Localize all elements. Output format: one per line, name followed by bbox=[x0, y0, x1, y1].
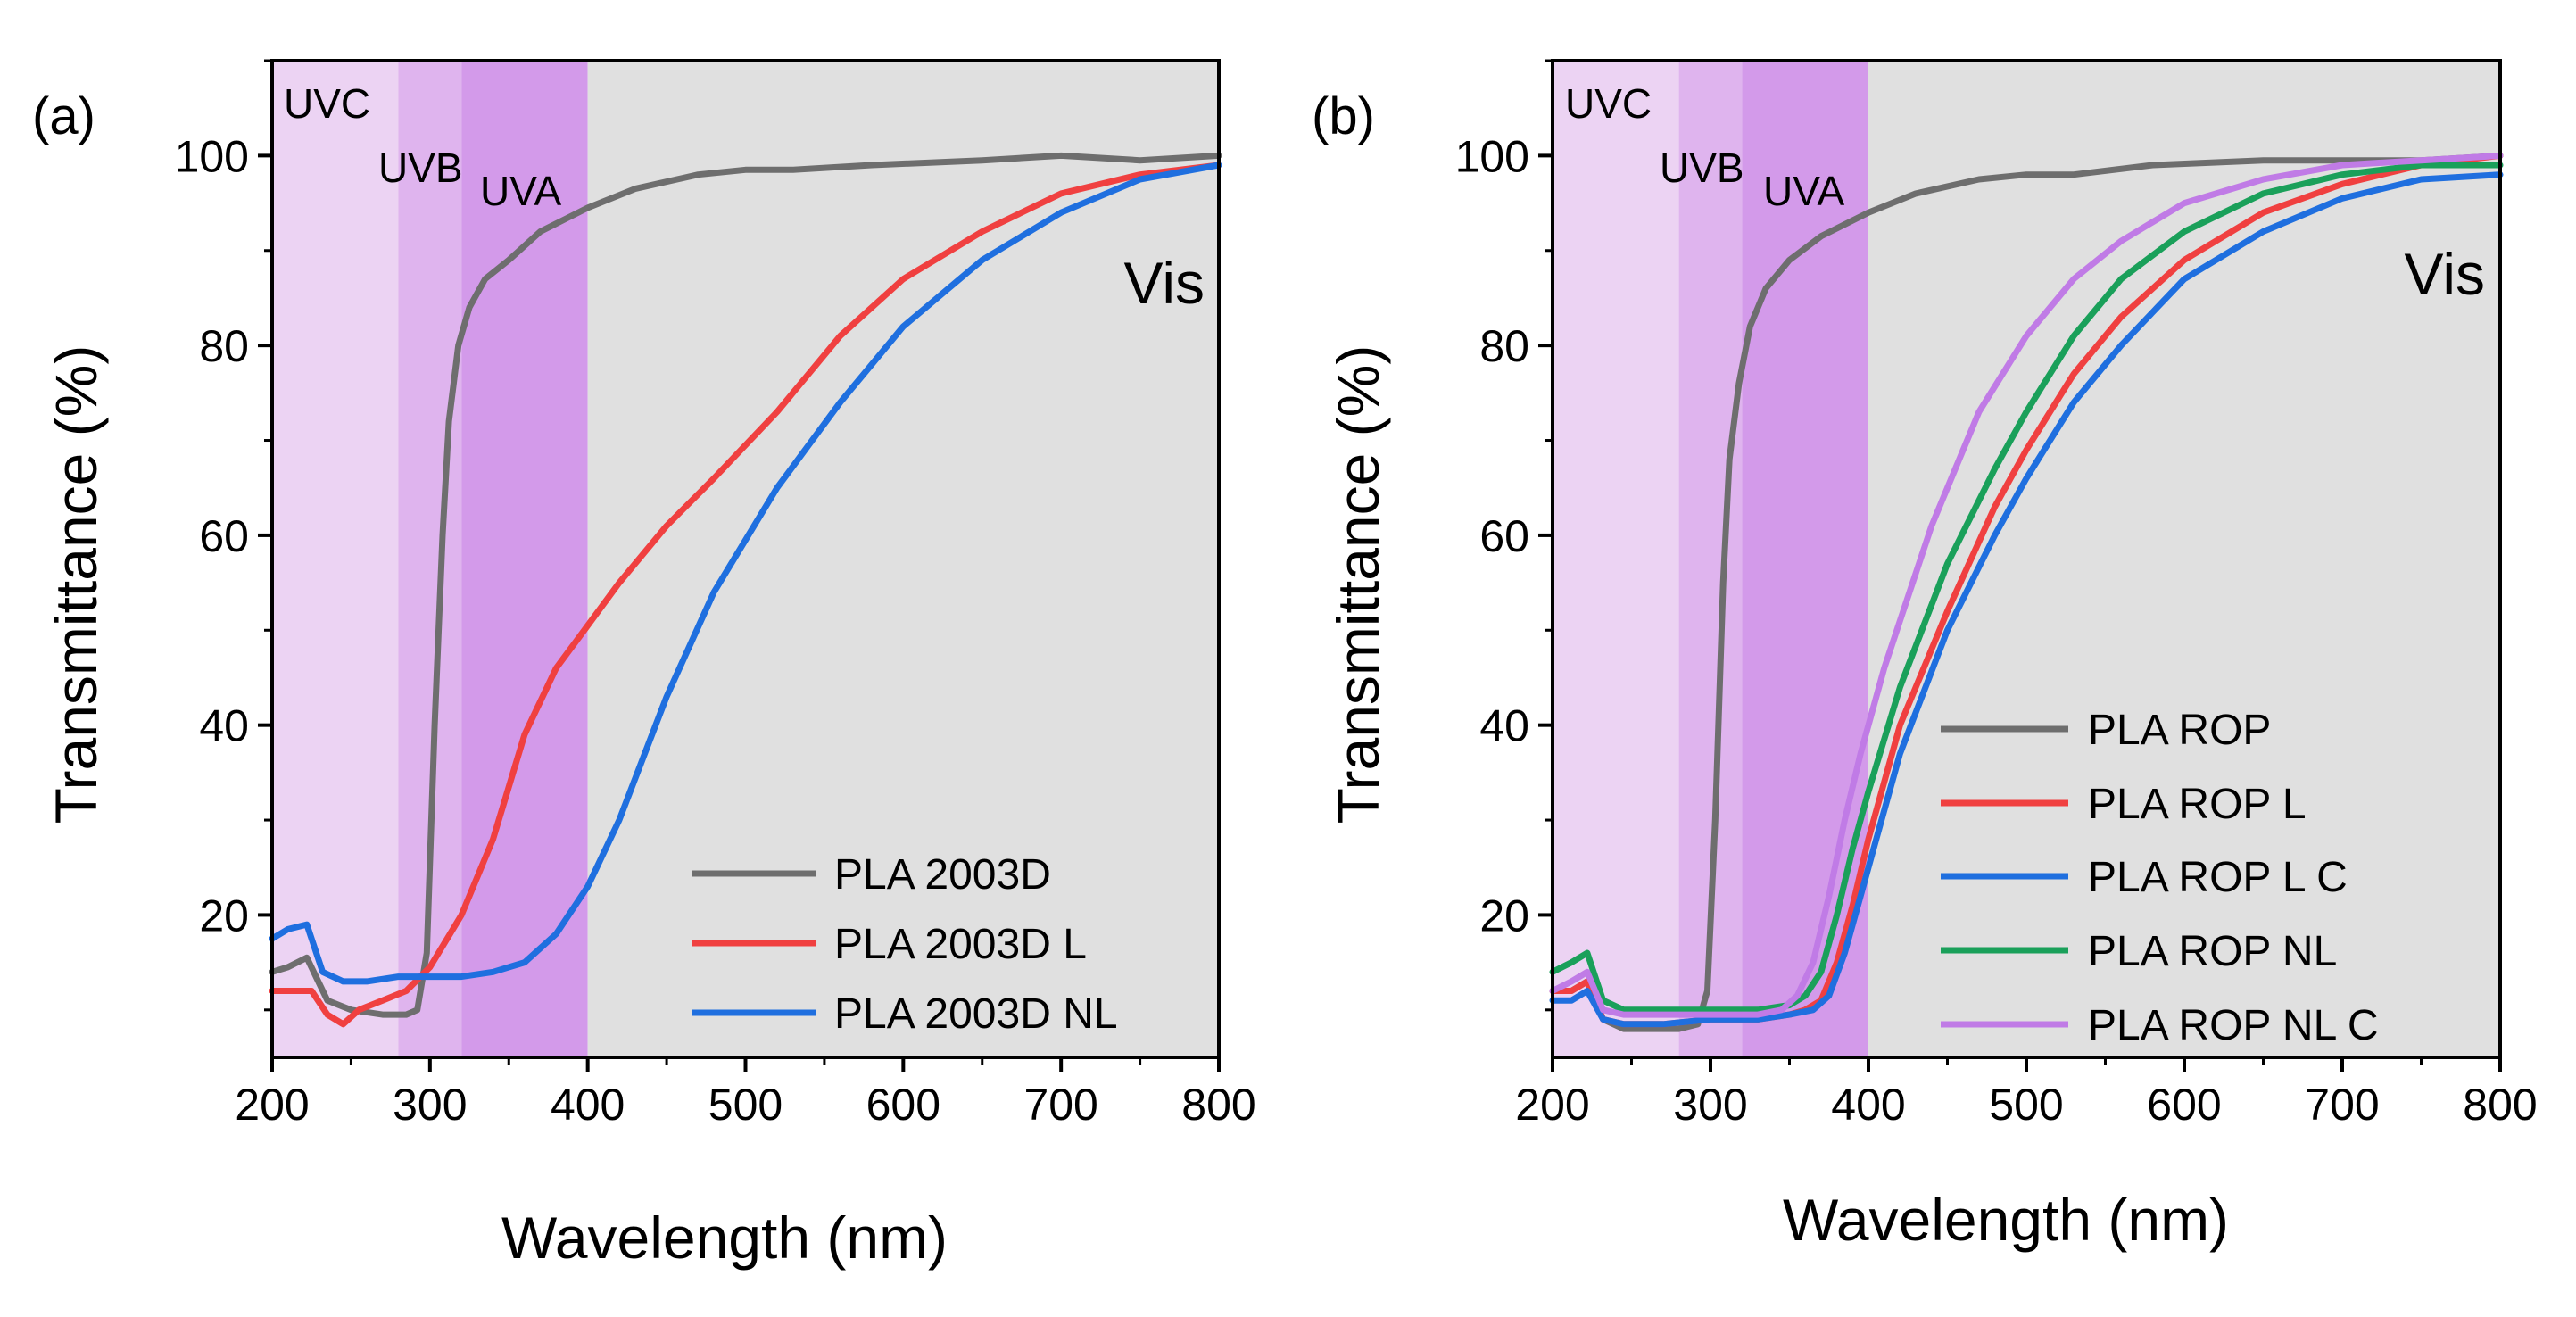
x-tick-label: 300 bbox=[1673, 1080, 1747, 1130]
series-line-pla-2003d-nl bbox=[269, 162, 1222, 985]
y-tick-label: 60 bbox=[1479, 511, 1529, 561]
vis-region-a bbox=[587, 61, 1219, 1057]
x-tick-label: 600 bbox=[866, 1080, 940, 1130]
y-axis-label-b: Transmittance (%) bbox=[1325, 345, 1391, 824]
x-tick-label: 500 bbox=[708, 1080, 783, 1130]
y-tick-label: 80 bbox=[199, 321, 249, 371]
x-tick-label: 800 bbox=[2463, 1080, 2537, 1130]
x-tick-label: 800 bbox=[1181, 1080, 1255, 1130]
x-tick-label: 400 bbox=[1831, 1080, 1905, 1130]
series-line-pla-2003d-l bbox=[269, 162, 1222, 1028]
x-tick-label: 400 bbox=[551, 1080, 625, 1130]
vis-label-b: Vis bbox=[2405, 241, 2486, 307]
legend-label-pla-rop-nl: PLA ROP NL bbox=[2088, 928, 2337, 975]
series-line-pla-rop bbox=[1549, 152, 2504, 1032]
vis-region-b bbox=[1868, 61, 2500, 1057]
series-line-pla-rop-nl-c bbox=[1549, 152, 2504, 1018]
spectral-regions-a bbox=[272, 61, 1219, 1057]
x-axis-label-b: Wavelength (nm) bbox=[1783, 1187, 2229, 1253]
panel-a: 200 300 400 500 600 700 800 20 40 60 80 100 (a) UVC… bbox=[32, 59, 1256, 1271]
ticks-b: 200 300 400 500 600 700 800 20 40 60 80 100 bbox=[1455, 59, 2538, 1130]
uva-region-a bbox=[461, 61, 588, 1057]
x-axis-label-a: Wavelength (nm) bbox=[501, 1205, 948, 1271]
panel-b: 200 300 400 500 600 700 800 20 40 60 80 100 (b) UVC… bbox=[1312, 59, 2538, 1253]
legend-label-pla-2003d-l: PLA 2003D L bbox=[834, 921, 1087, 968]
uvb-label-b: UVB bbox=[1660, 145, 1744, 191]
uvc-label-b: UVC bbox=[1565, 80, 1652, 127]
curves-a bbox=[269, 152, 1222, 1028]
legend-label-pla-rop-l: PLA ROP L bbox=[2088, 781, 2307, 828]
x-tick-label: 700 bbox=[1023, 1080, 1097, 1130]
x-tick-label: 700 bbox=[2305, 1080, 2379, 1130]
vis-label-a: Vis bbox=[1124, 250, 1205, 316]
uva-label-a: UVA bbox=[480, 168, 561, 214]
ticks-a: 200 300 400 500 600 700 800 20 40 60 80 100 bbox=[175, 59, 1256, 1130]
legend-label-pla-rop-nl-c: PLA ROP NL C bbox=[2088, 1002, 2378, 1049]
uva-label-b: UVA bbox=[1763, 168, 1844, 214]
series-line-pla-rop-l-c bbox=[1549, 171, 2504, 1028]
panel-label-a: (a) bbox=[32, 87, 95, 145]
y-tick-label: 40 bbox=[1479, 701, 1529, 751]
y-tick-label: 60 bbox=[199, 511, 249, 561]
x-tick-label: 200 bbox=[235, 1080, 309, 1130]
y-tick-label: 20 bbox=[1479, 890, 1529, 940]
uvb-label-a: UVB bbox=[378, 145, 463, 191]
series-line-pla-rop-nl bbox=[1549, 162, 2504, 1014]
y-tick-label: 100 bbox=[1455, 131, 1529, 181]
legend-label-pla-rop: PLA ROP bbox=[2088, 707, 2271, 754]
x-tick-label: 500 bbox=[1989, 1080, 2063, 1130]
y-tick-label: 100 bbox=[175, 131, 249, 181]
legend-b: PLA ROP PLA ROP L PLA ROP L C PLA ROP NL… bbox=[1941, 707, 2378, 1049]
uvc-label-a: UVC bbox=[284, 80, 370, 127]
uvc-region-a bbox=[272, 61, 399, 1057]
legend-label-pla-2003d: PLA 2003D bbox=[834, 851, 1051, 899]
spectral-regions-b bbox=[1553, 61, 2500, 1057]
legend-label-pla-2003d-nl: PLA 2003D NL bbox=[834, 990, 1118, 1038]
y-tick-label: 80 bbox=[1479, 321, 1529, 371]
x-tick-label: 300 bbox=[393, 1080, 467, 1130]
y-tick-label: 20 bbox=[199, 890, 249, 940]
legend-label-pla-rop-l-c: PLA ROP L C bbox=[2088, 854, 2348, 901]
x-tick-label: 600 bbox=[2147, 1080, 2221, 1130]
uvc-region-b bbox=[1553, 61, 1679, 1057]
y-tick-label: 40 bbox=[199, 701, 249, 751]
legend-a: PLA 2003D PLA 2003D L PLA 2003D NL bbox=[692, 851, 1118, 1038]
y-axis-label-a: Transmittance (%) bbox=[43, 345, 109, 824]
panel-label-b: (b) bbox=[1312, 87, 1375, 145]
uva-region-b bbox=[1742, 61, 1868, 1057]
curves-b bbox=[1549, 152, 2504, 1032]
x-tick-label: 200 bbox=[1515, 1080, 1589, 1130]
